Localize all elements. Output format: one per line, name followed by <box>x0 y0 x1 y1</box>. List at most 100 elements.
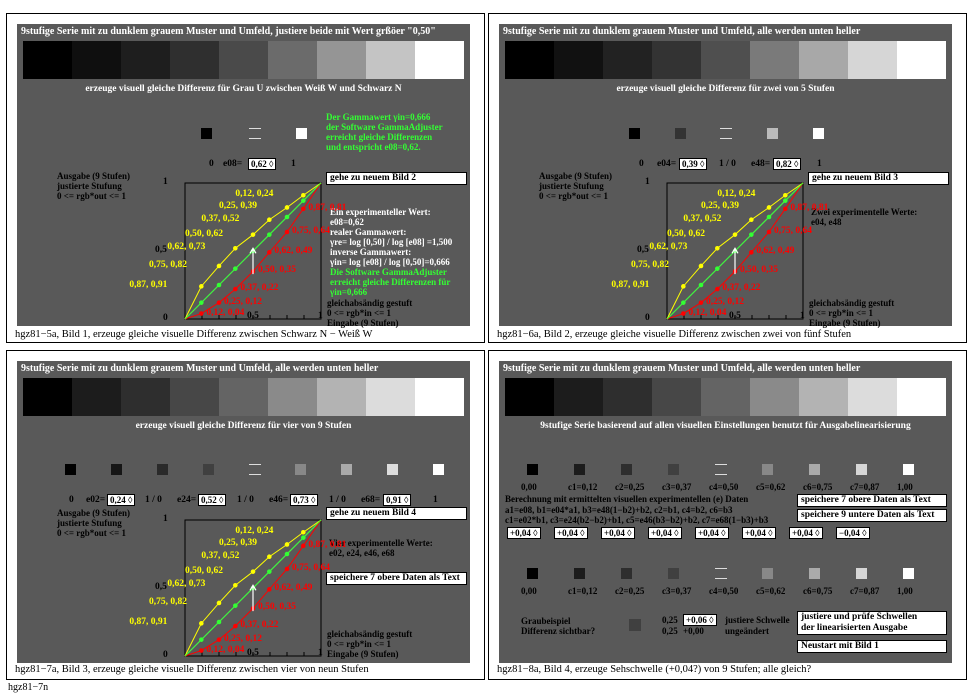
red-point <box>199 311 204 316</box>
goto-bild-3-button[interactable]: gehe zu neuem Bild 3 <box>808 172 949 185</box>
threshold-base: 0,25 <box>662 615 678 625</box>
ctrl-label: e08= <box>223 159 243 169</box>
yellow-data-label: 0,12, 0,24 <box>235 189 274 200</box>
adjust-stepper[interactable]: +0,04 ◊ <box>695 527 729 539</box>
adjust-stepper[interactable]: +0,04 ◊ <box>742 527 776 539</box>
caption-4: hgz81−8a, Bild 4, erzeuge Sehschwelle (+… <box>497 664 812 675</box>
gray-swatch <box>762 464 773 475</box>
panel-title: 9stufige Serie mit zu dunklem grauem Mus… <box>21 26 436 37</box>
save-7-upper-data-button[interactable]: speichere 7 obere Daten als Text <box>326 572 467 585</box>
threshold-stepper[interactable]: +0,06 ◊ <box>683 614 717 626</box>
red-point <box>284 229 290 235</box>
red-data-label: 0,87, 0,81 <box>308 539 347 550</box>
yellow-data-label: 0,62, 0,73 <box>649 242 688 253</box>
yellow-data-label: 0,25, 0,39 <box>219 201 257 212</box>
justify-check-thresholds-button[interactable]: justiere und prüfe Schwellen der linearis… <box>797 611 947 635</box>
red-point <box>216 637 222 642</box>
swatch <box>387 464 398 475</box>
yellow-point <box>199 621 204 626</box>
green-point <box>233 266 238 271</box>
ctrl-label: e48= <box>751 159 771 169</box>
goto-bild-2-button[interactable]: gehe zu neuem Bild 2 <box>326 172 467 185</box>
curve-plot <box>666 182 804 320</box>
red-point <box>766 229 772 235</box>
swatch-pattern <box>249 464 261 475</box>
red-data-label: 0,37, 0,22 <box>240 283 279 294</box>
ctrl-zero: 0 <box>639 159 644 169</box>
e48-stepper[interactable]: 0,82 ◊ <box>773 158 802 170</box>
ctrl-one: 1 <box>291 159 296 169</box>
green-point <box>766 214 772 220</box>
yellow-data-label: 0,50, 0,62 <box>185 228 223 239</box>
yellow-point <box>301 192 306 198</box>
e02-stepper[interactable]: 0,24 ◊ <box>107 494 136 506</box>
adjust-stepper[interactable]: −0,04 ◊ <box>836 527 870 539</box>
yellow-data-label: 0,37, 0,52 <box>201 550 240 561</box>
swatch-pattern <box>720 128 732 139</box>
save-9-lower-data-button[interactable]: speichere 9 untere Daten als Text <box>797 509 947 522</box>
yellow-point <box>783 192 788 198</box>
e46-stepper[interactable]: 0,73 ◊ <box>290 494 319 506</box>
swatch-value-label: c7=0,87 <box>850 482 880 492</box>
swatch-pattern <box>249 128 261 139</box>
e08-stepper[interactable]: 0,62 ◊ <box>248 158 277 170</box>
yellow-point <box>199 284 204 289</box>
figure-frame-2: 9stufige Serie mit zu dunklem grauem Mus… <box>488 13 967 343</box>
green-point <box>749 232 754 237</box>
green-point <box>199 637 204 642</box>
y-tick-label: 0 <box>163 650 168 660</box>
green-point <box>284 214 290 220</box>
figure-frame-3: 9stufige Serie mit zu dunklem grauem Mus… <box>6 350 485 680</box>
red-data-label: 0,50, 0,35 <box>258 265 296 276</box>
e04-stepper[interactable]: 0,39 ◊ <box>679 158 708 170</box>
swatch-value-label: c6=0,75 <box>803 586 833 596</box>
grey-example-swatch <box>629 619 641 631</box>
green-point <box>284 551 290 557</box>
ctrl-mid: 1 / 0 <box>145 495 162 505</box>
ctrl-zero: 0 <box>69 495 74 505</box>
adjust-stepper[interactable]: +0,04 ◊ <box>507 527 541 539</box>
threshold-label-2: ungeändert <box>725 626 770 636</box>
green-point <box>301 198 306 203</box>
x-tick-label: 0,5 <box>729 311 741 321</box>
yellow-point <box>732 232 738 237</box>
adjust-stepper[interactable]: +0,04 ◊ <box>648 527 682 539</box>
adjust-stepper[interactable]: +0,04 ◊ <box>601 527 635 539</box>
yellow-point <box>766 205 772 210</box>
swatch <box>111 464 122 475</box>
goto-bild-4-button[interactable]: gehe zu neuem Bild 4 <box>326 507 467 520</box>
adjust-stepper[interactable]: +0,04 ◊ <box>554 527 588 539</box>
red-data-label: 0,12, 0,04 <box>688 307 727 318</box>
yellow-point <box>284 205 290 210</box>
swatch-value-label: c2=0,25 <box>615 482 645 492</box>
adjust-stepper[interactable]: +0,04 ◊ <box>789 527 823 539</box>
gray-swatch <box>715 464 727 475</box>
green-point <box>715 266 720 271</box>
swatch-value-label: c5=0,62 <box>756 586 786 596</box>
red-data-label: 0,87, 0,81 <box>308 202 347 213</box>
x-tick-label: 1 <box>800 311 805 321</box>
panel-title: 9stufige Serie mit zu dunklem grauem Mus… <box>21 363 379 374</box>
y-axis-title: Ausgabe (9 Stufen) justierte Stufung 0 <= … <box>539 171 613 201</box>
green-point <box>267 569 272 574</box>
save-7-upper-data-button[interactable]: speichere 7 obere Daten als Text <box>797 494 947 507</box>
panel-3: 9stufige Serie mit zu dunklem grauem Mus… <box>17 361 470 663</box>
restart-bild-1-button[interactable]: Neustart mit Bild 1 <box>797 640 947 653</box>
green-point <box>681 300 686 305</box>
yellow-data-label: 0,75, 0,82 <box>149 596 187 607</box>
swatch-value-label: c3=0,37 <box>662 586 692 596</box>
gray-swatch <box>668 464 679 475</box>
swatch-white <box>813 128 824 139</box>
green-point <box>267 232 272 237</box>
red-point <box>698 300 704 305</box>
ctrl-label: e68= <box>361 495 381 505</box>
yellow-point <box>749 217 754 223</box>
yellow-point <box>681 284 686 289</box>
e68-stepper[interactable]: 0,91 ◊ <box>383 494 412 506</box>
swatch-value-label: 1,00 <box>897 586 913 596</box>
red-data-label: 0,50, 0,35 <box>258 602 296 613</box>
red-data-label: 0,75, 0,64 <box>292 562 330 573</box>
e24-stepper[interactable]: 0,52 ◊ <box>198 494 227 506</box>
swatch-dark <box>675 128 686 139</box>
yellow-point <box>250 569 256 574</box>
